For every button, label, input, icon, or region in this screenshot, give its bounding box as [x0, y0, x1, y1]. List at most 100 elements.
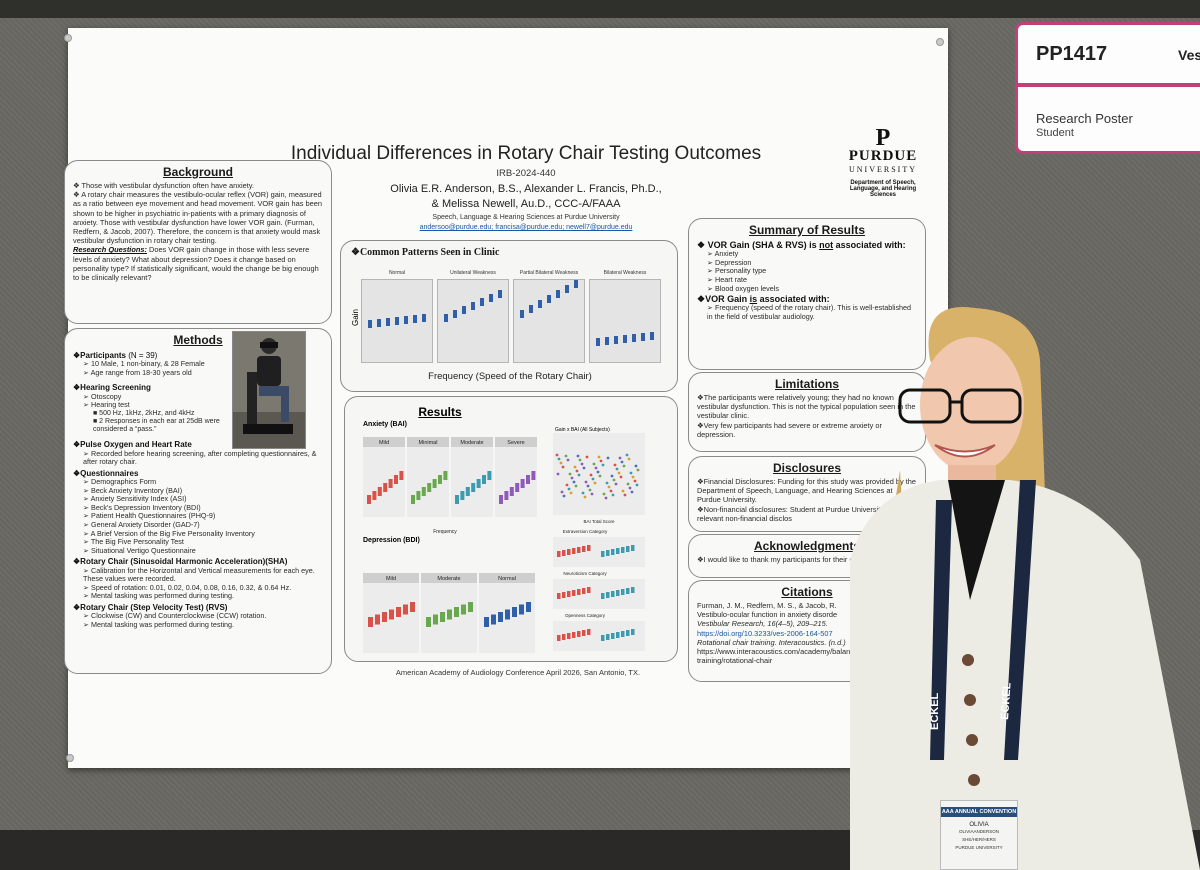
pattern-label: Partial Bilateral Weakness: [519, 270, 579, 276]
scatter-point: [627, 457, 631, 461]
box-mark: [631, 629, 635, 635]
list-item: ➢ 10 Male, 1 non-binary, & 28 Female: [83, 359, 205, 369]
no-assoc-pre: ❖ VOR Gain (SHA & RVS) is: [697, 240, 817, 250]
scatter-point: [591, 477, 595, 481]
research-questions: Research Questions: Does VOR gain change…: [73, 245, 323, 282]
scatter-point: [584, 480, 588, 484]
citation-link: https://doi.org/10.3233/ves-2006-164-507: [697, 628, 833, 638]
box-mark: [367, 495, 371, 504]
list-item: ➢ Otoscopy: [83, 391, 122, 401]
pattern-label: Normal: [388, 270, 406, 276]
box-mark: [626, 588, 630, 594]
pattern-label: Bilateral Weakness: [603, 270, 647, 276]
scatter-point: [622, 464, 626, 468]
box-mark: [455, 495, 459, 504]
box-mark: [606, 634, 610, 640]
pattern-box-mark: [574, 280, 578, 288]
name-badge: AAA ANNUAL CONVENTION OLIVIA OLIVIAANDER…: [940, 800, 1018, 870]
pattern-box-mark: [623, 335, 627, 343]
scatter-point: [592, 462, 596, 466]
results-chart-svg: Mild Minimal Moderate Severe Frequency Mild Mo…: [363, 433, 645, 653]
box-mark: [454, 607, 459, 617]
results-heading: Results: [418, 405, 462, 419]
facet-strip: [363, 437, 405, 447]
facet-strip: [451, 437, 493, 447]
list-item: ➢ A Brief Version of the Big Five Person…: [83, 528, 255, 538]
anxiety-label: Anxiety (BAI): [363, 421, 407, 428]
facet-strip: [495, 437, 537, 447]
scatter-point: [556, 472, 560, 476]
box-mark: [375, 614, 380, 625]
session-code: PP1417: [1036, 43, 1108, 65]
scatter-point: [564, 454, 568, 458]
scatter-point: [557, 457, 561, 461]
scatter-point: [629, 471, 633, 475]
box-mark: [416, 491, 421, 500]
scatter-point: [618, 456, 622, 460]
box-mark: [410, 602, 415, 612]
scatter-point: [567, 487, 571, 491]
box-mark: [606, 592, 610, 598]
facet-label: Severe: [507, 440, 524, 446]
box-mark: [411, 495, 415, 504]
box-mark: [631, 587, 635, 593]
box-mark: [567, 633, 571, 639]
scatter-point: [568, 472, 572, 476]
pattern-box-mark: [547, 295, 551, 303]
box-mark: [476, 479, 481, 488]
pattern-box-mark: [556, 290, 560, 298]
box-mark: [460, 491, 465, 500]
list-item: ➢ General Anxiety Disorder (GAD-7): [83, 519, 200, 529]
box-mark: [447, 609, 452, 620]
box-mark: [389, 609, 394, 620]
purdue-dept: Department of Speech, Language, and Hear…: [849, 180, 917, 198]
list-item: ➢ Demographics Form: [83, 476, 157, 486]
pattern-box-mark: [650, 332, 654, 340]
box-mark: [577, 547, 581, 553]
authors-line-2: & Melissa Newell, Au.D., CCC-A/FAAA: [431, 198, 621, 210]
box-mark: [582, 630, 586, 636]
scatter-point: [561, 465, 565, 469]
pattern-unilateral: Unilateral Weakness: [437, 270, 509, 363]
rq-label: Research Questions:: [73, 245, 147, 255]
list-item: ❖Financial Disclosures: Funding for this…: [697, 477, 917, 505]
box-mark: [587, 629, 591, 635]
citation-line: Vestibular Research, 16(4–5), 209–215.: [697, 619, 828, 629]
badge-name: OLIVIA: [969, 822, 989, 828]
list-item: ➢ Age range from 18-30 years old: [83, 367, 192, 377]
results-panel: Results Anxiety (BAI) Depression (BDI) G…: [344, 396, 678, 662]
badge-org: PURDUE UNIVERSITY: [955, 845, 1003, 850]
box-mark: [482, 475, 486, 484]
scatter-point: [613, 463, 617, 467]
push-pin-icon: [66, 754, 74, 762]
poster-title: Individual Differences in Rotary Chair T…: [290, 143, 762, 164]
scatter-point: [576, 454, 580, 458]
scatter-point: [604, 496, 608, 500]
citation-line: Furman, J. M., Redfern, M. S., & Jacob, …: [697, 601, 837, 610]
scatter-point: [577, 473, 581, 477]
background-section: Background ❖ Those with vestibular dysfu…: [64, 160, 332, 324]
methods-heading: Methods: [173, 333, 223, 347]
scatter-point: [619, 475, 623, 479]
push-pin-icon: [64, 34, 72, 42]
assoc-is: is: [749, 294, 758, 305]
no-assoc-not: not: [819, 240, 834, 250]
box-mark: [562, 634, 566, 640]
pattern-box-mark: [404, 316, 408, 324]
pattern-box-mark: [641, 333, 645, 341]
box-mark: [572, 590, 576, 596]
box-mark: [562, 592, 566, 598]
purdue-name: PURDUE: [848, 148, 918, 164]
scatter-point: [589, 473, 593, 477]
box-mark: [421, 487, 426, 496]
personality-title: Extraversion Category: [563, 529, 608, 534]
session-sign: PP1417 Ves Research Poster Student: [1015, 22, 1200, 154]
box-mark: [498, 612, 503, 622]
scatter-point: [630, 490, 634, 494]
scatter-point: [606, 456, 610, 460]
scatter-point: [610, 474, 614, 478]
box-mark: [468, 602, 473, 612]
rotary-chair-photo: [232, 331, 306, 449]
patterns-heading: ❖Common Patterns Seen in Clinic: [351, 247, 500, 258]
